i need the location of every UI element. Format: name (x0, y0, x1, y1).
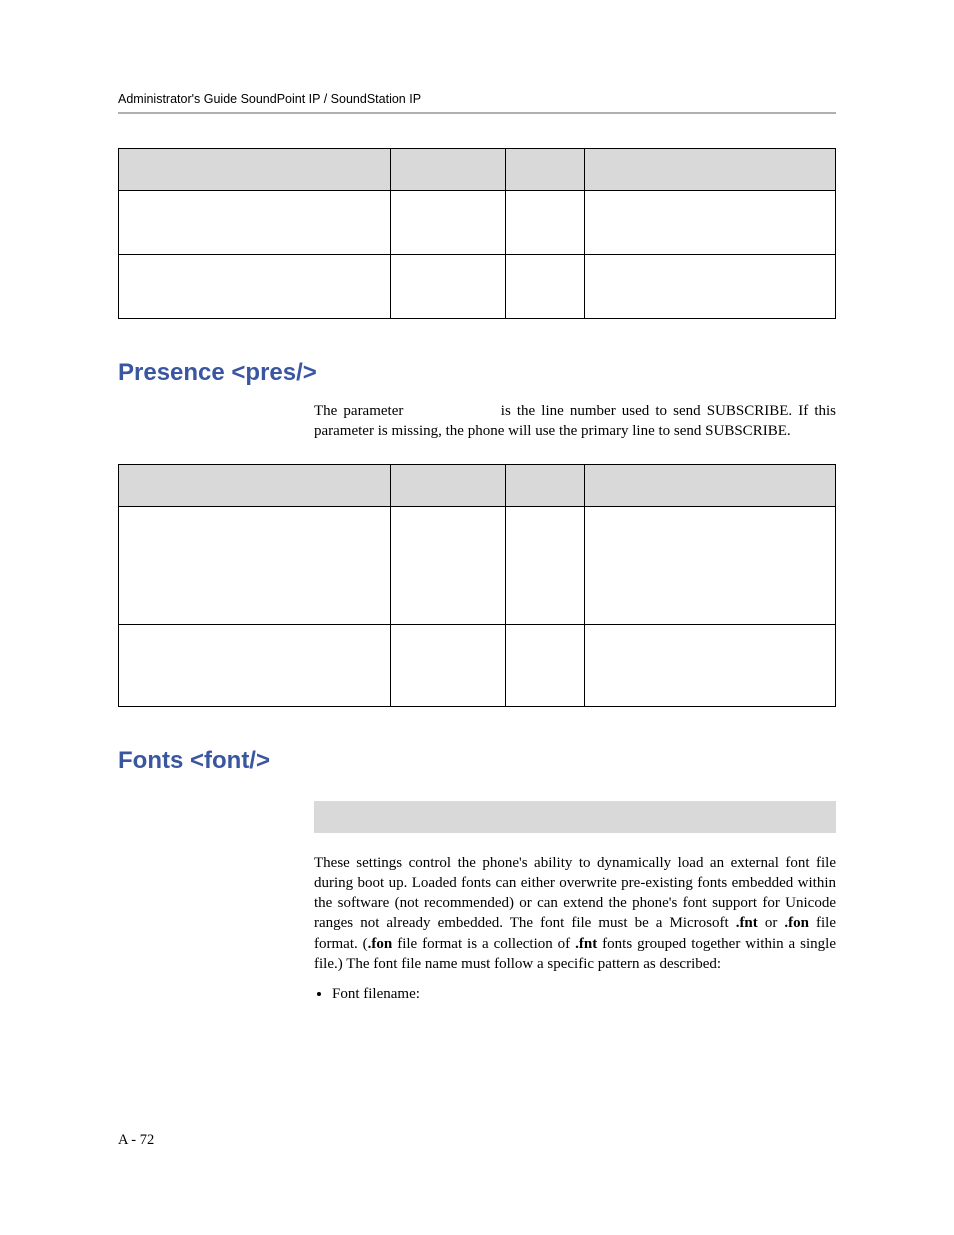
bold-fnt: .fnt (736, 915, 758, 931)
table-cell (119, 191, 391, 255)
table-cell (506, 255, 585, 319)
text-gap (409, 403, 494, 419)
page-number: A - 72 (118, 1132, 154, 1149)
table-cell (585, 506, 836, 624)
note-box (314, 801, 836, 833)
table-cell (391, 191, 506, 255)
table-1 (118, 148, 836, 319)
bold-fon: .fon (368, 936, 393, 952)
table-cell (585, 191, 836, 255)
table-header-cell (391, 149, 506, 191)
header-rule (118, 112, 836, 114)
table-row (119, 506, 836, 624)
table-cell (585, 255, 836, 319)
table-cell (391, 506, 506, 624)
table-header-cell (585, 149, 836, 191)
table-cell (506, 191, 585, 255)
table-row (119, 624, 836, 706)
text-span: or (758, 915, 785, 931)
presence-body: The parameter is the line number used to… (314, 401, 836, 442)
table-row (119, 191, 836, 255)
table-row (119, 149, 836, 191)
table-header-cell (506, 464, 585, 506)
table-cell (119, 506, 391, 624)
text-span: The parameter (314, 403, 409, 419)
table-header-cell (585, 464, 836, 506)
text-span: file format is a collection of (392, 936, 575, 952)
table-header-cell (119, 464, 391, 506)
table-header-cell (119, 149, 391, 191)
table-cell (506, 624, 585, 706)
table-row (119, 464, 836, 506)
table-cell (391, 255, 506, 319)
bold-fon: .fon (784, 915, 809, 931)
table-cell (119, 624, 391, 706)
table-cell (119, 255, 391, 319)
table-row (119, 255, 836, 319)
list-item: Font filename: (332, 984, 836, 1004)
fonts-body: These settings control the phone's abili… (314, 853, 836, 1005)
running-head: Administrator's Guide SoundPoint IP / So… (118, 92, 836, 106)
table-2 (118, 464, 836, 707)
page: Administrator's Guide SoundPoint IP / So… (0, 0, 954, 1235)
table-cell (391, 624, 506, 706)
heading-presence: Presence <pres/> (118, 359, 836, 387)
table-header-cell (506, 149, 585, 191)
table-cell (506, 506, 585, 624)
presence-paragraph: The parameter is the line number used to… (314, 401, 836, 442)
fonts-bullet-list: Font filename: (314, 984, 836, 1004)
heading-fonts: Fonts <font/> (118, 747, 836, 775)
table-header-cell (391, 464, 506, 506)
table-cell (585, 624, 836, 706)
fonts-paragraph: These settings control the phone's abili… (314, 853, 836, 975)
bold-fnt: .fnt (575, 936, 597, 952)
